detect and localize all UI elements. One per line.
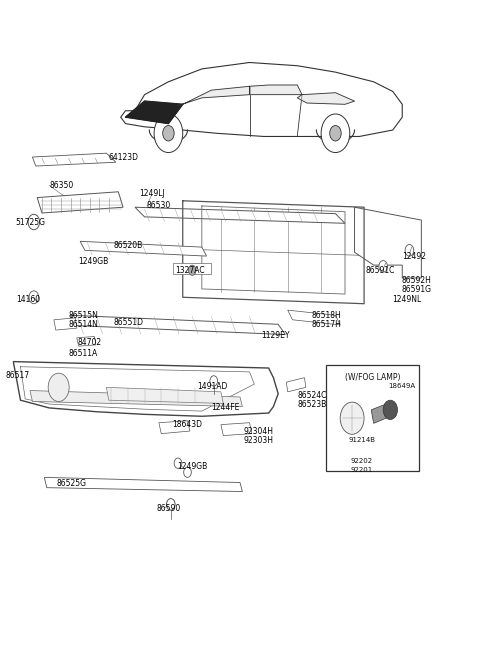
- Text: 86514N: 86514N: [68, 320, 98, 329]
- Polygon shape: [71, 315, 285, 335]
- Text: 86592H: 86592H: [401, 276, 431, 285]
- Text: 86525G: 86525G: [56, 479, 86, 488]
- Circle shape: [321, 114, 350, 152]
- Text: 86518H: 86518H: [312, 311, 341, 320]
- Text: 92303H: 92303H: [244, 436, 274, 445]
- Circle shape: [28, 214, 39, 230]
- Text: 91214B: 91214B: [349, 437, 376, 443]
- Circle shape: [154, 114, 183, 152]
- Polygon shape: [250, 85, 302, 95]
- Polygon shape: [135, 207, 345, 224]
- Polygon shape: [77, 337, 96, 346]
- Polygon shape: [288, 310, 340, 325]
- Circle shape: [379, 260, 387, 272]
- Text: 86530: 86530: [147, 202, 171, 211]
- Text: 1249GB: 1249GB: [78, 257, 108, 266]
- Polygon shape: [107, 388, 223, 403]
- Circle shape: [330, 125, 341, 141]
- Text: 86511A: 86511A: [68, 349, 97, 358]
- Text: 14160: 14160: [16, 295, 40, 304]
- Polygon shape: [159, 421, 190, 433]
- Polygon shape: [120, 63, 402, 136]
- FancyBboxPatch shape: [326, 365, 419, 471]
- Text: 1249GB: 1249GB: [177, 462, 207, 471]
- Text: 86591C: 86591C: [365, 266, 395, 275]
- Polygon shape: [297, 93, 355, 104]
- Circle shape: [184, 467, 192, 477]
- Circle shape: [210, 376, 217, 386]
- Text: 1129EY: 1129EY: [262, 331, 290, 340]
- Circle shape: [167, 499, 175, 510]
- Polygon shape: [30, 391, 242, 406]
- Text: 86350: 86350: [49, 181, 73, 190]
- Polygon shape: [37, 192, 123, 213]
- Polygon shape: [13, 362, 278, 416]
- Text: 1249NL: 1249NL: [392, 295, 421, 304]
- Polygon shape: [80, 242, 206, 256]
- Polygon shape: [178, 87, 250, 105]
- Text: 86520B: 86520B: [114, 242, 143, 250]
- Text: 64123D: 64123D: [109, 153, 139, 162]
- Text: 1327AC: 1327AC: [176, 266, 205, 275]
- Polygon shape: [44, 477, 242, 492]
- Circle shape: [174, 458, 182, 468]
- Text: 84702: 84702: [78, 338, 102, 347]
- Polygon shape: [371, 401, 395, 423]
- Polygon shape: [125, 101, 183, 123]
- Circle shape: [340, 402, 364, 434]
- Text: 86517H: 86517H: [312, 320, 341, 329]
- Text: 86517: 86517: [5, 371, 29, 380]
- Text: 18643D: 18643D: [172, 420, 202, 429]
- Text: 86551D: 86551D: [114, 318, 144, 327]
- Polygon shape: [355, 207, 421, 278]
- Circle shape: [189, 265, 196, 275]
- Text: 12492: 12492: [402, 251, 426, 260]
- Text: 18649A: 18649A: [388, 382, 415, 389]
- Polygon shape: [54, 318, 77, 330]
- Circle shape: [29, 291, 38, 304]
- Text: 86515N: 86515N: [68, 311, 98, 320]
- Polygon shape: [286, 378, 306, 392]
- Text: 1244FE: 1244FE: [211, 402, 240, 412]
- Circle shape: [163, 125, 174, 141]
- Circle shape: [48, 373, 69, 401]
- Text: 92304H: 92304H: [244, 426, 274, 435]
- Circle shape: [405, 245, 414, 256]
- Text: 86523B: 86523B: [297, 400, 326, 409]
- Text: (W/FOG LAMP): (W/FOG LAMP): [345, 373, 400, 382]
- Text: 86590: 86590: [156, 504, 181, 513]
- Polygon shape: [33, 153, 116, 166]
- Text: 1491AD: 1491AD: [197, 382, 228, 391]
- Text: 51725G: 51725G: [16, 218, 46, 227]
- Text: 92202: 92202: [350, 458, 373, 464]
- Text: 86524C: 86524C: [297, 391, 327, 399]
- Bar: [173, 262, 211, 274]
- Text: 1249LJ: 1249LJ: [139, 189, 165, 198]
- Circle shape: [383, 400, 397, 419]
- Text: 92201: 92201: [350, 466, 373, 473]
- Text: 86591G: 86591G: [401, 285, 432, 294]
- Polygon shape: [221, 422, 252, 435]
